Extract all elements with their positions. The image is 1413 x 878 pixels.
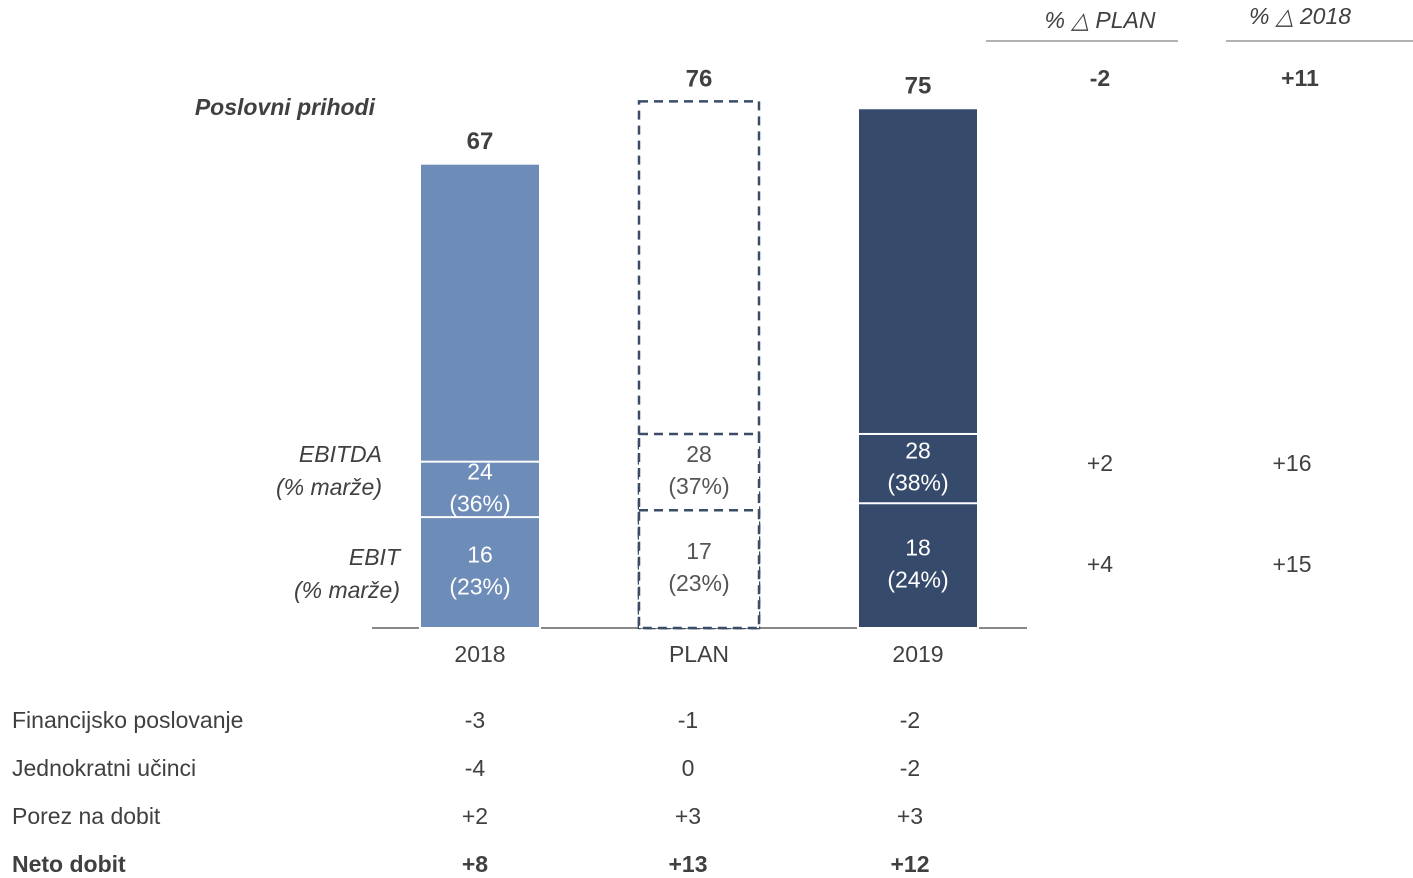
value-label: 24	[467, 458, 493, 484]
bar-segment	[637, 508, 761, 630]
margin-label: (24%)	[887, 567, 948, 593]
margin-label: (23%)	[449, 574, 510, 600]
column-header: % △ PLAN	[1044, 7, 1155, 33]
bar-segment	[857, 502, 979, 630]
value-label: 16	[467, 542, 493, 568]
series-sublabel: (% marže)	[276, 474, 382, 500]
change-value: +16	[1272, 450, 1311, 476]
value-label: 28	[686, 441, 712, 467]
table-label: Porez na dobit	[12, 803, 161, 829]
table-value: +3	[675, 803, 701, 829]
bar-segment	[419, 516, 541, 629]
x-tick-label: 2019	[892, 641, 943, 667]
margin-label: (36%)	[449, 490, 510, 516]
table-value: -3	[465, 707, 485, 733]
change-value: +15	[1272, 551, 1311, 577]
table-value: +8	[462, 851, 488, 877]
change-value: -2	[1090, 65, 1110, 91]
table-label: Neto dobit	[12, 851, 126, 877]
total-label: 76	[686, 66, 713, 93]
table-value: -1	[678, 707, 698, 733]
value-label: 17	[686, 538, 712, 564]
margin-label: (37%)	[668, 473, 729, 499]
series-label: Poslovni prihodi	[195, 94, 376, 120]
table-value: -4	[465, 755, 486, 781]
value-label: 28	[905, 438, 931, 464]
value-label: 18	[905, 535, 931, 561]
table-value: -2	[900, 707, 920, 733]
series-label: EBIT	[349, 544, 402, 570]
table-label: Jednokratni učinci	[12, 755, 196, 781]
total-label: 67	[467, 128, 494, 155]
table-value: +3	[897, 803, 923, 829]
table-value: 0	[682, 755, 695, 781]
x-tick-label: 2018	[454, 641, 505, 667]
change-value: +11	[1281, 65, 1319, 91]
table-label: Financijsko poslovanje	[12, 707, 243, 733]
table-value: +12	[890, 851, 929, 877]
margin-label: (38%)	[887, 470, 948, 496]
margin-label: (23%)	[668, 570, 729, 596]
table-value: +13	[668, 851, 707, 877]
column-header: % △ 2018	[1249, 3, 1351, 29]
change-value: +2	[1087, 450, 1113, 476]
total-label: 75	[905, 73, 932, 100]
table-value: -2	[900, 755, 920, 781]
x-tick-label: PLAN	[669, 641, 729, 667]
table-value: +2	[462, 803, 488, 829]
change-value: +4	[1087, 551, 1113, 577]
series-sublabel: (% marže)	[294, 577, 400, 603]
series-label: EBITDA	[299, 441, 382, 467]
